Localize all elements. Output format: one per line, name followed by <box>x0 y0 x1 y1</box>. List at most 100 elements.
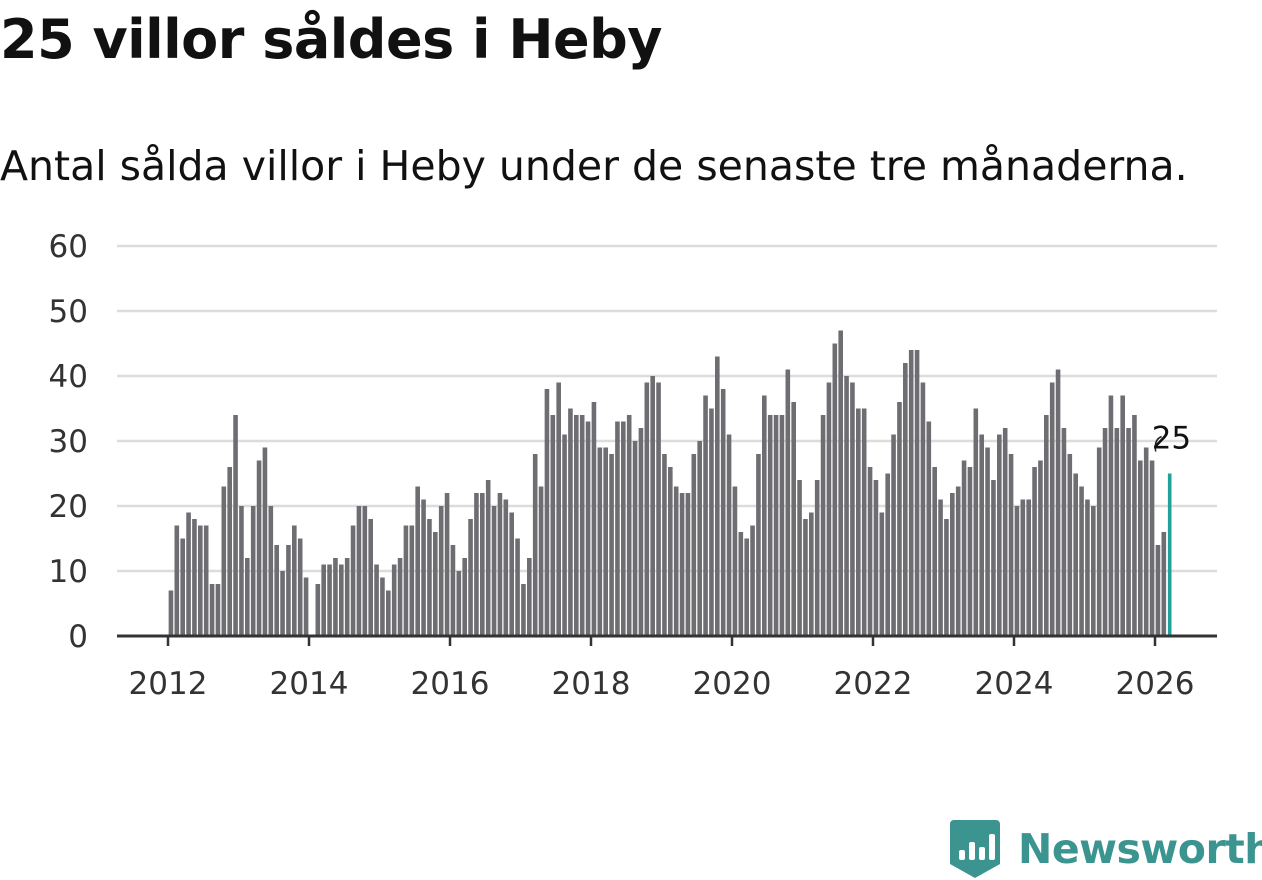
bar <box>756 454 761 636</box>
bar <box>597 447 603 636</box>
bar <box>297 538 303 636</box>
bar <box>615 421 620 636</box>
bar <box>856 408 861 636</box>
bar <box>333 558 338 636</box>
bar <box>997 434 1002 636</box>
bar <box>192 519 197 636</box>
bar <box>374 564 379 636</box>
bar <box>274 545 279 636</box>
bar <box>286 545 291 636</box>
bar <box>1049 382 1055 636</box>
bar <box>1026 499 1031 636</box>
bar <box>697 441 702 636</box>
bar <box>1079 486 1084 636</box>
bar <box>638 428 644 636</box>
bar <box>368 519 373 636</box>
bar <box>574 415 579 636</box>
bar <box>397 558 403 636</box>
bar <box>762 395 767 636</box>
bar <box>1032 467 1037 636</box>
bar <box>668 467 673 636</box>
bar <box>944 519 949 636</box>
bar <box>227 467 232 636</box>
bar <box>1161 532 1167 636</box>
bar <box>409 525 415 636</box>
bar <box>327 564 332 636</box>
bar <box>767 415 773 636</box>
bar <box>791 402 796 636</box>
bar <box>779 415 785 636</box>
bar <box>720 389 726 636</box>
bars <box>168 330 1172 636</box>
bar <box>239 506 244 636</box>
bar <box>797 480 802 636</box>
bar <box>450 545 456 636</box>
bar <box>738 532 744 636</box>
bar <box>421 499 426 636</box>
bar <box>556 382 561 636</box>
bar <box>1149 460 1155 636</box>
y-tick-label: 10 <box>49 554 88 590</box>
bar <box>1008 454 1014 636</box>
y-tick-label: 30 <box>49 424 88 460</box>
bar <box>245 558 250 636</box>
bar <box>503 499 509 636</box>
bar <box>903 363 908 636</box>
bar <box>497 493 503 636</box>
bar <box>685 493 691 636</box>
bar <box>456 571 462 636</box>
bar <box>961 460 967 636</box>
bar <box>1055 369 1061 636</box>
bar <box>926 421 932 636</box>
bar <box>256 460 262 636</box>
bar <box>656 382 661 636</box>
y-tick-label: 50 <box>49 294 88 330</box>
bar <box>662 454 667 636</box>
bar <box>1014 506 1020 636</box>
bar <box>262 447 268 636</box>
bar <box>468 519 473 636</box>
bar <box>709 408 714 636</box>
bar <box>873 480 879 636</box>
bar <box>350 525 356 636</box>
bar <box>550 415 556 636</box>
bar <box>621 421 626 636</box>
bar <box>474 493 479 636</box>
bar <box>679 493 685 636</box>
bar <box>644 382 650 636</box>
bar <box>1126 428 1131 636</box>
bar <box>773 415 779 636</box>
bar <box>339 564 344 636</box>
bar <box>691 454 697 636</box>
bar <box>967 467 973 636</box>
bar <box>950 493 955 636</box>
y-tick-label: 0 <box>68 619 88 655</box>
bar <box>867 467 873 636</box>
y-tick-label: 60 <box>49 229 88 265</box>
bar <box>1073 473 1078 636</box>
bar <box>1138 460 1143 636</box>
brand-name: Newsworthy <box>1018 825 1262 873</box>
bar <box>186 512 191 636</box>
bar <box>750 525 755 636</box>
bar <box>1120 395 1125 636</box>
bar <box>344 558 350 636</box>
y-tick-label: 40 <box>49 359 88 395</box>
bar <box>380 577 385 636</box>
bar <box>938 499 943 636</box>
bar <box>233 415 238 636</box>
bar <box>673 486 679 636</box>
bar <box>562 434 567 636</box>
bar <box>885 473 890 636</box>
x-tick-label: 2022 <box>834 666 913 702</box>
x-tick-label: 2024 <box>975 666 1054 702</box>
bar <box>585 421 591 636</box>
bar <box>861 408 867 636</box>
bar <box>538 486 544 636</box>
bar <box>914 350 920 636</box>
bar <box>1114 428 1120 636</box>
bar <box>303 577 309 636</box>
bar <box>527 558 532 636</box>
bar <box>544 389 550 636</box>
bar <box>568 408 573 636</box>
